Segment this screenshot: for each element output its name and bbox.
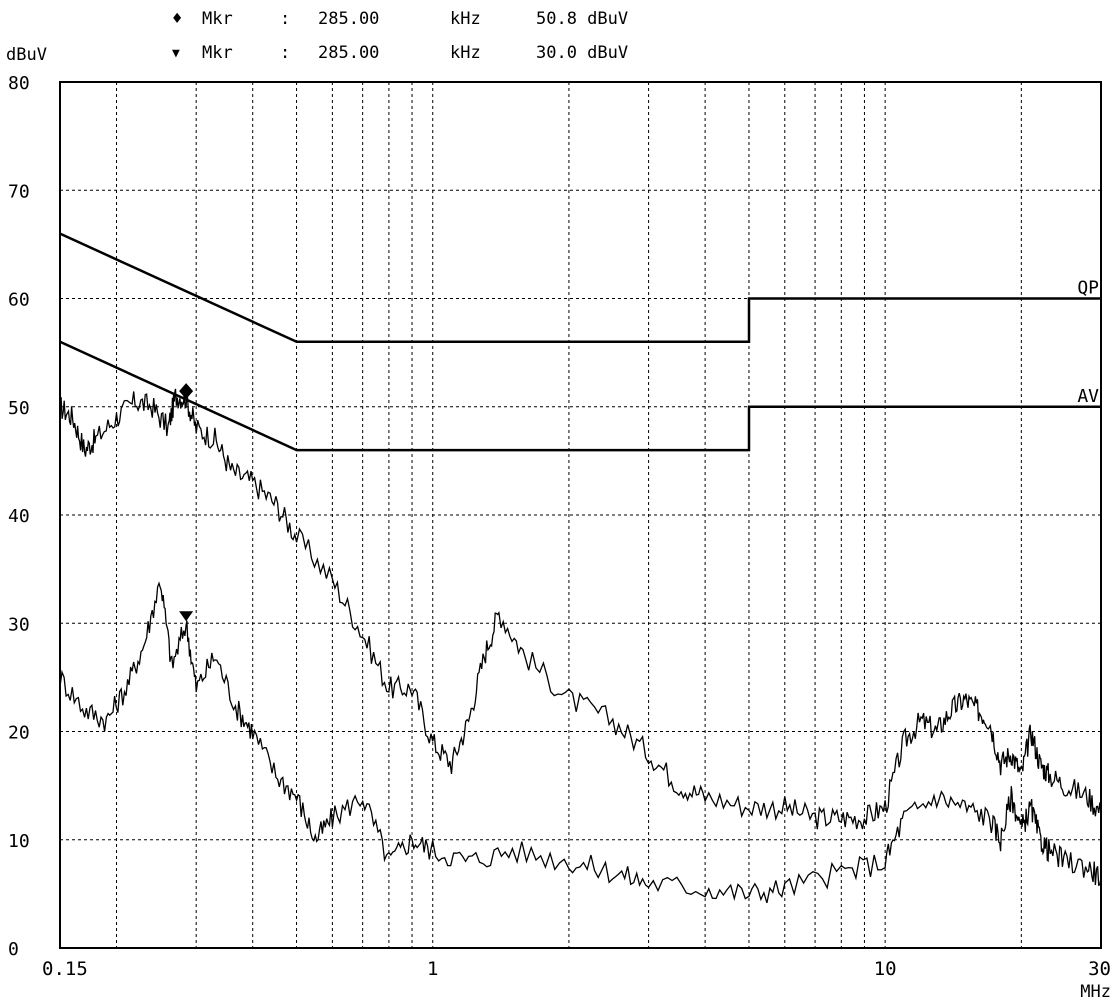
y-tick-label: 80 bbox=[8, 73, 30, 94]
y-tick-label: 30 bbox=[8, 614, 30, 635]
series-line-1 bbox=[59, 388, 1102, 830]
y-tick-label: 50 bbox=[8, 398, 30, 419]
marker-frequency-unit: kHz bbox=[450, 9, 481, 29]
limit-line-qp bbox=[59, 232, 1101, 344]
diamond-marker-icon: ♦ bbox=[172, 9, 183, 29]
limit-lines bbox=[59, 232, 1101, 452]
marker-level: 50.8 dBuV bbox=[536, 9, 629, 29]
grid bbox=[60, 82, 1101, 948]
marker-row-1: ♦ Mkr : 285.00 kHz 50.8 dBuV bbox=[172, 9, 628, 33]
limit-line-av bbox=[59, 340, 1101, 452]
x-tick-label: 10 bbox=[874, 958, 897, 980]
limit-label-qp: QP bbox=[1077, 278, 1099, 299]
marker-level: 30.0 dBuV bbox=[536, 43, 629, 63]
x-axis-label: MHz bbox=[1080, 982, 1111, 1002]
y-tick-label: 20 bbox=[8, 723, 30, 744]
series-line-2 bbox=[59, 581, 1102, 904]
y-tick-label: 10 bbox=[8, 831, 30, 852]
y-axis-label: dBuV bbox=[6, 45, 47, 65]
triangle-marker-icon bbox=[179, 611, 194, 622]
triangle-marker-icon: ▼ bbox=[172, 46, 180, 61]
y-tick-label: 60 bbox=[8, 290, 30, 311]
marker-frequency-unit: kHz bbox=[450, 43, 481, 63]
marker-separator: : bbox=[280, 43, 291, 63]
marker-label: Mkr bbox=[202, 9, 233, 29]
plot-frame bbox=[59, 81, 1102, 949]
marker-label: Mkr bbox=[202, 43, 233, 63]
marker-frequency: 285.00 bbox=[318, 9, 380, 29]
series-lines bbox=[59, 388, 1102, 904]
x-tick-label: 30 bbox=[1088, 958, 1111, 980]
y-tick-label: 70 bbox=[8, 181, 30, 202]
marker-separator: : bbox=[280, 9, 291, 29]
trace-markers bbox=[179, 383, 194, 622]
x-tick-label: 0.15 bbox=[42, 958, 88, 980]
marker-frequency: 285.00 bbox=[318, 43, 380, 63]
x-tick-label: 1 bbox=[427, 958, 438, 980]
marker-row-2: ▼ Mkr : 285.00 kHz 30.0 dBuV bbox=[172, 43, 628, 67]
limit-label-av: AV bbox=[1077, 386, 1099, 407]
y-tick-label: 0 bbox=[8, 939, 19, 960]
diamond-marker-icon bbox=[179, 383, 194, 400]
y-tick-label: 40 bbox=[8, 506, 30, 527]
